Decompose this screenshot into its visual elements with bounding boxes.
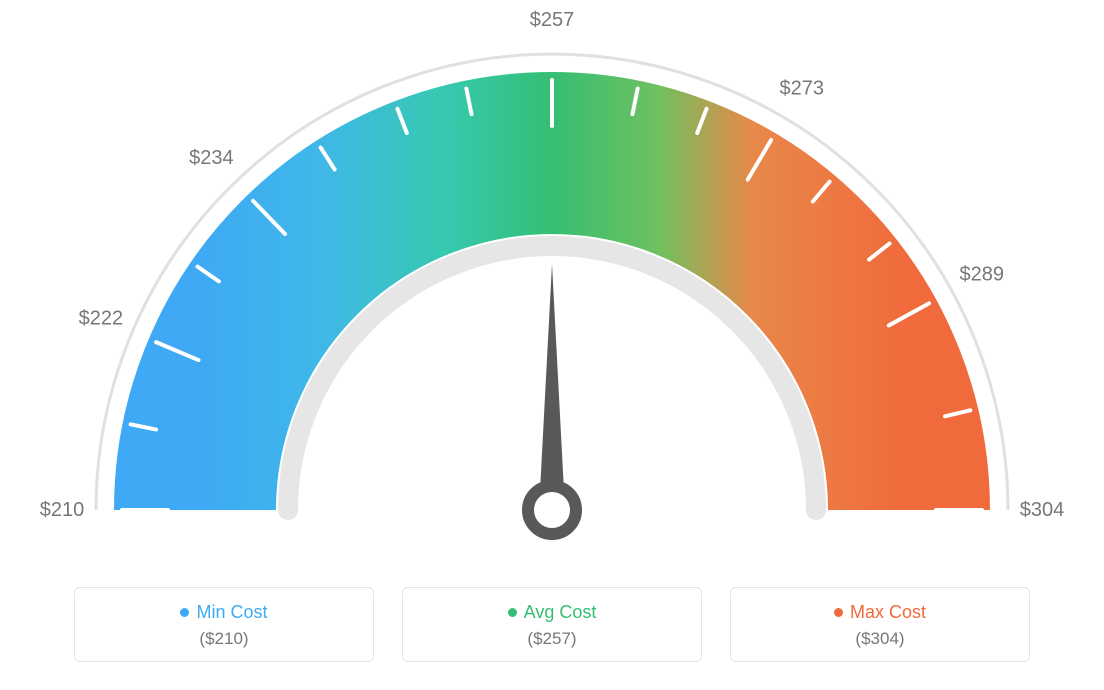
legend-card-avg: Avg Cost ($257) xyxy=(402,587,702,662)
legend-avg-title-text: Avg Cost xyxy=(524,602,597,622)
svg-text:$210: $210 xyxy=(40,499,85,521)
svg-text:$257: $257 xyxy=(530,9,575,31)
legend-min-title: Min Cost xyxy=(75,602,373,623)
legend-avg-dot xyxy=(508,608,517,617)
legend-card-max: Max Cost ($304) xyxy=(730,587,1030,662)
legend-card-min: Min Cost ($210) xyxy=(74,587,374,662)
legend-avg-title: Avg Cost xyxy=(403,602,701,623)
legend-row: Min Cost ($210) Avg Cost ($257) Max Cost… xyxy=(0,587,1104,662)
legend-max-title-text: Max Cost xyxy=(850,602,926,622)
svg-text:$304: $304 xyxy=(1020,499,1065,521)
svg-text:$273: $273 xyxy=(779,77,824,99)
legend-avg-value: ($257) xyxy=(403,629,701,649)
svg-text:$289: $289 xyxy=(959,264,1004,286)
legend-max-title: Max Cost xyxy=(731,602,1029,623)
legend-max-value: ($304) xyxy=(731,629,1029,649)
cost-gauge: $210 $222 $234 $257 $273 $289 $304 xyxy=(0,0,1104,560)
legend-max-dot xyxy=(834,608,843,617)
legend-min-value: ($210) xyxy=(75,629,373,649)
svg-text:$234: $234 xyxy=(189,147,234,169)
legend-min-title-text: Min Cost xyxy=(196,602,267,622)
legend-min-dot xyxy=(180,608,189,617)
svg-text:$222: $222 xyxy=(79,308,124,330)
